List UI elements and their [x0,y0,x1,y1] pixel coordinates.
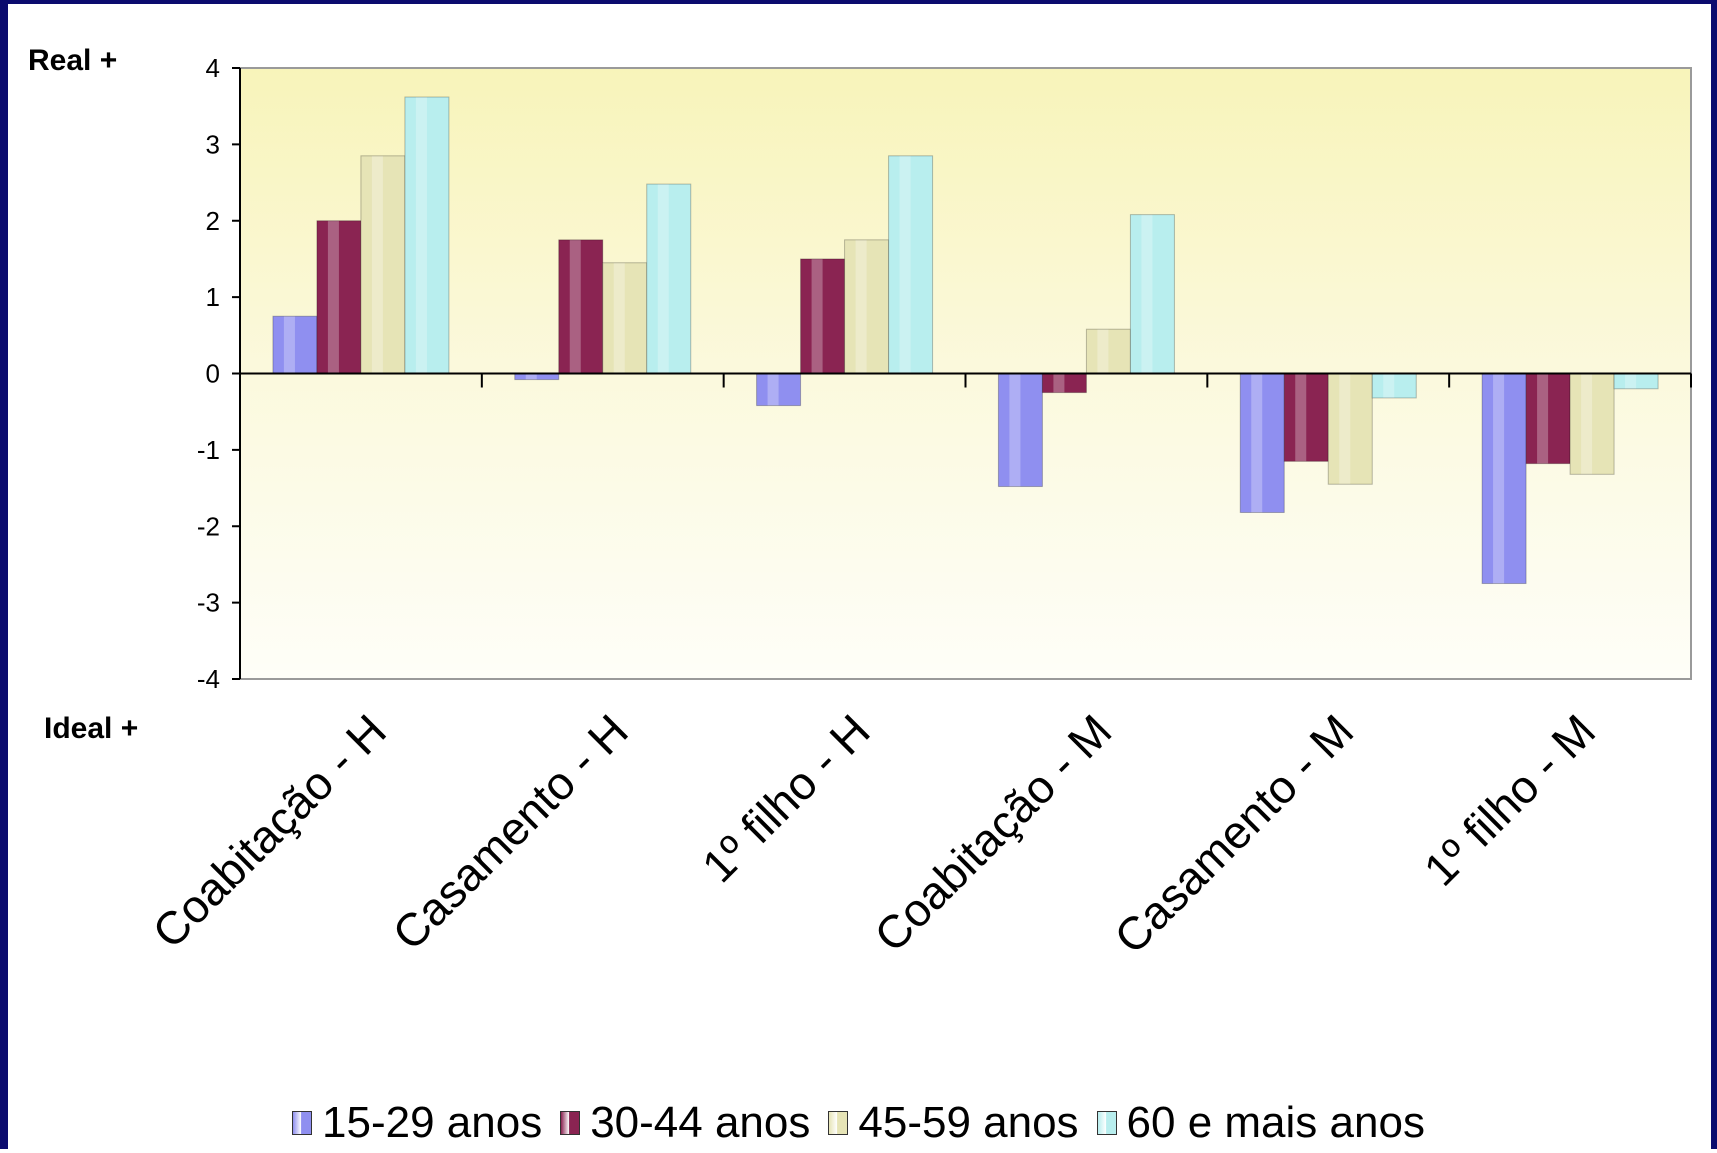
bar-1-4 [1284,373,1329,462]
bar-highlight-0-2 [767,373,779,406]
y-tick-label: 3 [206,129,220,159]
bar-highlight-3-0 [415,97,427,374]
bar-2-1 [602,262,647,374]
bar-3-3 [1130,214,1175,374]
y-tick-label: -1 [197,435,220,465]
bar-3-1 [646,184,691,374]
bar-highlight-3-3 [1141,214,1153,374]
bar-highlight-1-0 [327,220,339,374]
legend-item: 60 e mais anos [1096,1098,1425,1148]
bar-highlight-2-2 [855,239,867,374]
bar-2-5 [1570,373,1615,475]
legend-swatch [828,1111,849,1135]
bar-2-4 [1328,373,1373,485]
y-tick-label: -3 [197,588,220,618]
legend: 15-29 anos 30-44 anos 45-59 anos 60 e mais … [0,1098,1717,1148]
category-label: Coabitação - H [142,704,396,958]
bar-0-2 [756,373,801,406]
bar-highlight-2-5 [1581,373,1593,475]
bar-1-0 [316,220,361,374]
plot-area [239,67,1692,680]
bar-0-4 [1240,373,1285,513]
bar-3-5 [1614,373,1659,389]
legend-swatch [1096,1111,1117,1135]
bar-highlight-2-4 [1339,373,1351,485]
legend-label: 15-29 anos [322,1098,543,1147]
bar-2-3 [1086,329,1131,374]
category-label: Casamento - H [382,704,638,960]
bar-1-2 [800,258,845,374]
bar-1-1 [558,239,603,374]
category-label: 1º filho - H [692,704,880,892]
bar-highlight-3-4 [1383,373,1395,398]
axes-group: -4 -3 -2 -1 0 1 2 3 4 [197,53,1692,694]
legend-swatch [292,1111,313,1135]
bar-0-1 [514,373,559,380]
bar-0-0 [272,316,317,374]
bar-3-4 [1372,373,1417,398]
category-label: 1º filho - M [1414,704,1605,895]
legend-label: 60 e mais anos [1126,1098,1425,1147]
bar-highlight-2-3 [1097,329,1109,374]
bar-highlight-1-5 [1537,373,1549,464]
bar-1-5 [1526,373,1571,464]
bar-0-5 [1482,373,1527,584]
bar-highlight-3-5 [1625,373,1637,389]
bar-3-0 [404,97,449,374]
y-tick-label: -4 [197,664,220,694]
bar-highlight-1-2 [811,258,823,374]
legend-item: 45-59 anos [828,1098,1079,1148]
real-plus-label: Real + [28,44,117,77]
legend-label: 45-59 anos [858,1098,1079,1147]
bar-highlight-0-0 [283,316,295,374]
bar-highlight-1-4 [1295,373,1307,462]
bar-highlight-2-0 [371,155,383,374]
bar-highlight-1-1 [569,239,581,374]
y-tick-label: 2 [206,206,220,236]
bar-2-0 [360,155,405,374]
ideal-plus-label: Ideal + [44,712,138,745]
y-tick-label: -2 [197,511,220,541]
legend-label: 30-44 anos [590,1098,811,1147]
bar-highlight-0-3 [1009,373,1021,487]
bar-highlight-3-1 [657,184,669,374]
y-tick-label: 1 [206,282,220,312]
bar-0-3 [998,373,1043,487]
y-tick-label: 0 [206,359,220,389]
y-tick-label: 4 [206,53,220,83]
bar-highlight-0-5 [1493,373,1505,584]
bar-highlight-3-2 [899,155,911,374]
bar-highlight-2-1 [613,262,625,374]
bar-highlight-0-4 [1251,373,1263,513]
bar-1-3 [1042,373,1087,393]
plot-bg-negative [240,373,1691,679]
bars-group [272,96,1659,585]
bar-2-2 [844,239,889,374]
bar-3-2 [888,155,933,374]
category-label: Coabitação - M [864,704,1121,961]
bar-highlight-1-3 [1053,373,1065,393]
bar-highlight-0-1 [525,373,537,380]
category-label: Casamento - M [1104,704,1363,963]
legend-item: 15-29 anos [292,1098,542,1148]
plot-bg-positive [240,68,1691,374]
legend-item: 30-44 anos [560,1098,810,1148]
legend-swatch [560,1111,581,1135]
